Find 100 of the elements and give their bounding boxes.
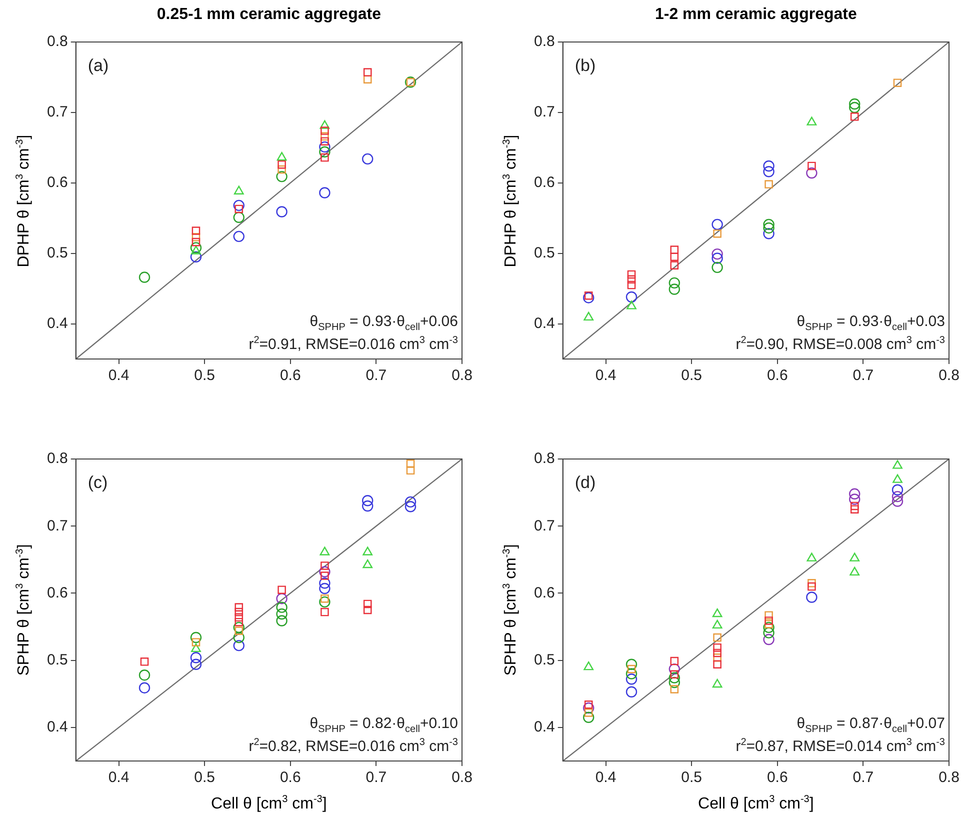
point — [319, 596, 330, 608]
x-tick-label: 0.8 — [452, 769, 472, 786]
point — [670, 656, 679, 666]
point — [763, 166, 774, 178]
chart-title: 1-2 mm ceramic aggregate — [654, 6, 857, 24]
y-tick-label: 0.5 — [534, 244, 555, 262]
point — [808, 582, 816, 591]
x-tick-label: 0.6 — [766, 367, 788, 384]
annotation: r$^{2}$=0.87, RMSE=0.014 cm$^{3}$ cm$^{-3}$ — [736, 737, 945, 755]
point — [363, 68, 372, 76]
point — [584, 708, 593, 717]
y-tick-label: 0.7 — [46, 104, 68, 121]
point — [584, 700, 593, 709]
point — [626, 658, 638, 670]
point — [626, 686, 638, 698]
y-tick-label: 0.8 — [46, 33, 68, 50]
x-tick-label: 0.8 — [452, 367, 472, 384]
point — [849, 102, 860, 114]
y-tick-label: 0.8 — [534, 450, 555, 468]
point — [712, 248, 723, 260]
point — [320, 137, 329, 146]
point — [190, 251, 202, 262]
point — [233, 212, 244, 224]
x-tick-label: 0.7 — [852, 769, 874, 786]
annotation: r$^{2}$=0.82, RMSE=0.016 cm$^{3}$ cm$^{-3}$ — [248, 737, 458, 755]
point — [190, 632, 202, 644]
point — [190, 242, 202, 254]
y-tick-label: 0.4 — [46, 314, 68, 332]
y-tick-label: 0.6 — [534, 584, 555, 602]
annotation: θ$_{SPHP}$ = 0.93·θ$_{cell}$+0.03 — [796, 313, 945, 333]
point — [670, 670, 679, 679]
point — [362, 153, 374, 165]
y-tick-label: 0.7 — [46, 517, 68, 534]
x-tick-label: 0.8 — [938, 367, 960, 384]
point — [320, 546, 330, 556]
point — [582, 712, 594, 723]
annotation: (c) — [88, 473, 108, 493]
point — [319, 582, 330, 594]
point — [850, 566, 860, 576]
point — [320, 120, 330, 129]
point — [233, 230, 244, 242]
point — [584, 291, 593, 300]
point — [233, 622, 244, 634]
point — [234, 608, 244, 616]
point — [670, 685, 679, 694]
point — [319, 141, 330, 153]
point — [234, 613, 244, 622]
point — [362, 495, 374, 506]
point — [712, 678, 722, 688]
point — [763, 622, 774, 634]
point — [363, 600, 372, 608]
point — [670, 252, 679, 261]
point — [276, 152, 287, 161]
x-tick-label: 0.5 — [681, 769, 702, 786]
point — [713, 654, 722, 662]
x-tick-label: 0.4 — [108, 769, 130, 786]
point — [276, 615, 288, 626]
y-tick-label: 0.6 — [46, 174, 68, 192]
point — [138, 272, 150, 283]
y-tick-label: 0.4 — [534, 718, 555, 736]
point — [892, 474, 902, 483]
point — [584, 312, 594, 321]
point — [276, 170, 288, 182]
y-tick-label: 0.6 — [46, 584, 68, 602]
point — [626, 291, 638, 303]
point — [276, 592, 288, 604]
point — [806, 592, 818, 603]
annotation: θ$_{SPHP}$ = 0.93·θ$_{cell}$+0.06 — [310, 313, 458, 333]
point — [713, 643, 722, 652]
x-tick-label: 0.5 — [194, 367, 215, 384]
point — [362, 559, 373, 568]
point — [763, 634, 774, 646]
x-tick-label: 0.4 — [595, 367, 616, 384]
point — [319, 146, 330, 158]
point — [763, 222, 774, 234]
point — [764, 180, 773, 188]
point — [668, 672, 680, 684]
point — [670, 261, 679, 270]
point — [320, 562, 329, 570]
x-tick-label: 0.6 — [766, 769, 788, 786]
point — [849, 494, 860, 505]
annotation: (d) — [574, 473, 596, 493]
x-tick-label: 0.4 — [108, 367, 130, 384]
point — [192, 238, 200, 246]
point — [234, 618, 244, 626]
point — [713, 660, 722, 668]
point — [234, 204, 244, 214]
point — [626, 300, 636, 310]
point — [582, 702, 594, 714]
y-tick-label: 0.7 — [534, 517, 555, 534]
point — [190, 652, 202, 664]
point — [192, 638, 200, 646]
point — [404, 496, 416, 508]
point — [849, 488, 860, 500]
point — [319, 566, 330, 578]
x-tick-label: 0.4 — [595, 769, 616, 786]
point — [404, 501, 416, 512]
point — [319, 578, 330, 589]
point — [191, 643, 201, 652]
point — [627, 275, 636, 284]
